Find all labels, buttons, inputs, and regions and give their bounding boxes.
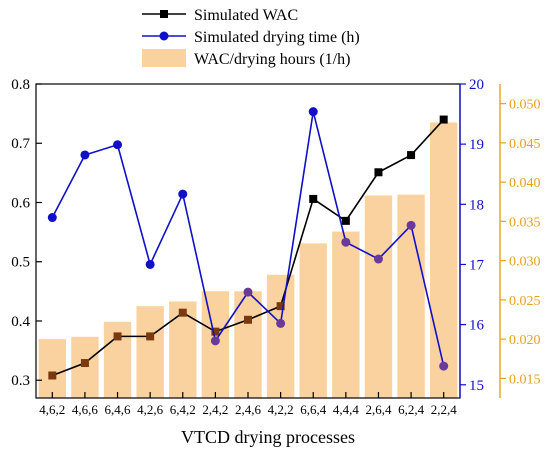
x-axis-tick-label: 6,4,6 [105, 402, 132, 417]
x-axis-tick-label: 2,6,4 [365, 402, 392, 417]
bar-2-4-6 [234, 291, 262, 398]
simulated-drying-time-h-point [439, 361, 449, 371]
simulated-drying-time-h-point [308, 107, 318, 117]
simulated-wac-point [407, 151, 416, 160]
bar-4-2-6 [136, 306, 164, 398]
simulated-drying-time-h-point [341, 237, 351, 247]
right-outer-axis-tick-label: 0.040 [509, 176, 541, 191]
legend-swatch-bar [142, 49, 186, 67]
right-inner-axis-tick-label: 20 [469, 77, 484, 93]
legend-label: Simulated drying time (h) [194, 29, 360, 46]
simulated-drying-time-h-point [113, 140, 123, 150]
bar-4-2-2 [266, 274, 295, 398]
simulated-drying-time-h-point [406, 220, 416, 230]
simulated-drying-time-h-point [373, 254, 383, 264]
simulated-wac-point [309, 194, 318, 203]
bar-4-6-2 [38, 339, 67, 398]
bar-2-6-4 [364, 195, 393, 398]
simulated-wac-point [374, 168, 383, 177]
simulated-drying-time-h-point [210, 336, 220, 346]
simulated-wac-point [439, 115, 448, 124]
bars-layer [38, 122, 458, 398]
right-outer-axis-tick-label: 0.050 [509, 98, 541, 113]
left-axis-tick-label: 0.8 [11, 77, 30, 93]
lines-layer [47, 107, 449, 380]
legend-swatch-marker [160, 10, 168, 18]
right-outer-axis-tick-label: 0.045 [509, 137, 541, 152]
right-outer-axis-tick-label: 0.035 [509, 215, 541, 230]
simulated-drying-time-h-point [243, 287, 253, 297]
simulated-wac-point [113, 332, 122, 341]
simulated-wac-point [211, 327, 220, 336]
simulated-drying-time-h-point [47, 213, 57, 223]
x-axis-tick-label: 2,4,2 [202, 402, 228, 417]
simulated-wac-point [178, 308, 187, 317]
left-axis-tick-label: 0.3 [11, 373, 30, 389]
axes-layer: 0.3 0.4 0.5 0.6 0.7 0.8 15 16 17 18 19 20 0.015 0.020… [11, 77, 540, 417]
simulated-wac-point [80, 359, 89, 368]
right-outer-axis-tick-label: 0.025 [509, 294, 541, 309]
simulated-drying-time-h-point [80, 150, 90, 160]
left-axis-tick-label: 0.4 [11, 314, 30, 330]
x-axis-tick-label: 2,4,6 [235, 402, 262, 417]
x-axis-tick-label: 6,6,4 [300, 402, 327, 417]
x-axis-tick-label: 4,2,2 [268, 402, 294, 417]
simulated-drying-time-h-point [276, 318, 286, 328]
right-outer-axis-tick-label: 0.015 [509, 372, 541, 387]
x-axis-tick-label: 2,2,4 [431, 402, 458, 417]
simulated-wac-point [48, 371, 57, 380]
simulated-wac-point [341, 216, 350, 225]
x-axis-tick-label: 4,6,6 [72, 402, 99, 417]
x-axis-tick-label: 6,2,4 [398, 402, 425, 417]
left-axis-tick-label: 0.6 [11, 195, 30, 211]
simulated-wac-point [146, 332, 155, 341]
simulated-wac-point [276, 302, 285, 311]
right-inner-axis-tick-label: 16 [469, 318, 485, 334]
x-axis-tick-label: 4,2,6 [137, 402, 164, 417]
right-outer-axis-tick-label: 0.030 [509, 255, 541, 270]
bar-4-4-4 [332, 231, 360, 398]
bar-2-2-4 [429, 122, 458, 398]
bar-6-6-4 [299, 243, 327, 398]
legend-label: Simulated WAC [194, 7, 298, 24]
simulated-wac-point [244, 315, 252, 324]
legend-label: WAC/drying hours (1/h) [194, 51, 350, 68]
right-inner-axis-tick-label: 19 [469, 137, 484, 153]
left-axis-tick-label: 0.5 [11, 255, 30, 271]
left-axis-tick-label: 0.7 [11, 136, 30, 152]
legend-swatch-marker [159, 31, 169, 41]
legend: Simulated WAC Simulated drying time (h) WA… [142, 7, 360, 68]
simulated-drying-time-h-point [178, 189, 188, 199]
x-axis-label: VTCD drying processes [181, 427, 355, 447]
x-axis-tick-label: 6,4,2 [170, 402, 196, 417]
x-axis-tick-label: 4,4,4 [333, 402, 360, 417]
right-inner-axis-tick-label: 15 [469, 378, 484, 394]
right-inner-axis-tick-label: 18 [469, 197, 484, 213]
right-inner-axis-tick-label: 17 [469, 257, 485, 273]
x-axis-tick-label: 4,6,2 [39, 402, 65, 417]
right-outer-axis-tick-label: 0.020 [509, 333, 541, 348]
simulated-drying-time-h-point [145, 259, 155, 269]
